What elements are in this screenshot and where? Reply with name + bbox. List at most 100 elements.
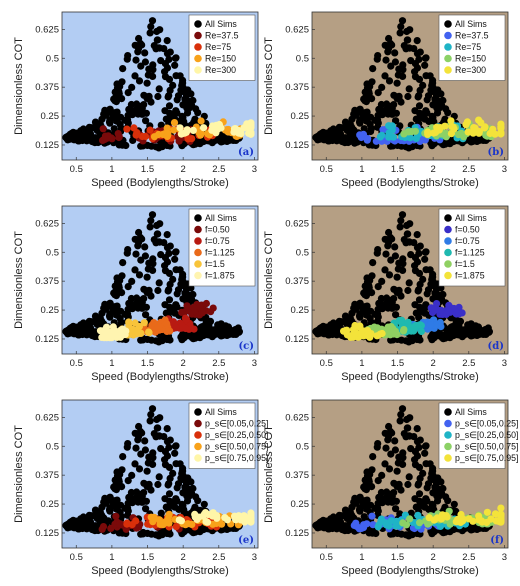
point-all-sims xyxy=(128,471,136,479)
point-all-sims xyxy=(482,328,490,336)
point-all-sims xyxy=(404,286,412,295)
point-all-sims xyxy=(388,110,396,118)
x-tick-label: 2.5 xyxy=(212,164,225,175)
point-all-sims xyxy=(324,518,332,526)
point-all-sims xyxy=(118,272,126,280)
point-series-2 xyxy=(172,523,180,531)
point-all-sims xyxy=(144,71,152,79)
point-all-sims xyxy=(154,480,162,489)
point-all-sims xyxy=(421,248,430,256)
point-all-sims xyxy=(74,130,82,138)
x-tick-label: 2.5 xyxy=(212,358,225,369)
point-all-sims xyxy=(167,498,175,506)
legend-marker xyxy=(194,419,202,428)
legend-label: f=0.50 xyxy=(455,225,480,235)
legend-label: p_s∈[0.75,0.95] xyxy=(205,453,268,463)
point-all-sims xyxy=(113,84,122,92)
point-all-sims xyxy=(430,528,438,536)
point-series-1 xyxy=(198,309,206,317)
x-axis-label: Speed (Bodylengths/Stroke) xyxy=(91,371,229,383)
point-all-sims xyxy=(373,55,381,63)
point-series-4 xyxy=(475,116,483,124)
point-all-sims xyxy=(387,62,395,70)
y-axis-label: Dimensionless COT xyxy=(13,425,25,523)
point-all-sims xyxy=(160,433,168,441)
x-tick-label: 0.5 xyxy=(70,358,83,369)
point-all-sims xyxy=(165,490,174,498)
point-all-sims xyxy=(136,427,144,436)
point-all-sims xyxy=(150,430,158,438)
point-all-sims xyxy=(406,26,414,34)
point-series-3 xyxy=(417,327,425,336)
point-series-4 xyxy=(387,323,395,331)
point-all-sims xyxy=(141,58,149,66)
point-all-sims xyxy=(126,299,134,307)
point-all-sims xyxy=(173,303,181,311)
point-series-4 xyxy=(136,329,144,337)
point-all-sims xyxy=(173,484,181,492)
y-tick-label: 0.125 xyxy=(285,334,309,345)
point-all-sims xyxy=(378,277,386,285)
point-all-sims xyxy=(402,531,410,539)
point-all-sims xyxy=(154,92,162,101)
point-all-sims xyxy=(421,503,429,511)
y-tick-label: 0.625 xyxy=(35,412,59,423)
point-all-sims xyxy=(154,286,162,295)
point-series-4 xyxy=(469,517,477,525)
y-tick-label: 0.375 xyxy=(35,82,59,93)
legend-marker xyxy=(444,442,452,451)
point-all-sims xyxy=(417,110,425,118)
point-all-sims xyxy=(415,490,424,498)
point-all-sims xyxy=(374,477,382,485)
legend-label: Re=75 xyxy=(205,42,231,52)
point-all-sims xyxy=(155,279,163,287)
y-tick-label: 0.25 xyxy=(41,305,60,316)
panel-a: 0.5 1 1.5 2 2.5 3 0.125 0.25 0.375 0.5 0.625 Speed … xyxy=(13,11,259,189)
point-all-sims xyxy=(135,77,144,85)
y-tick-label: 0.25 xyxy=(41,499,60,510)
y-tick-label: 0.25 xyxy=(291,111,310,122)
point-series-3 xyxy=(170,119,179,127)
point-all-sims xyxy=(350,110,358,118)
legend-marker xyxy=(444,431,452,439)
point-all-sims xyxy=(368,272,376,280)
y-tick-label: 0.375 xyxy=(285,470,309,481)
point-all-sims xyxy=(95,510,104,518)
x-tick-label: 3 xyxy=(252,358,257,369)
y-tick-label: 0.375 xyxy=(35,470,59,481)
point-all-sims xyxy=(369,259,377,267)
point-all-sims xyxy=(146,29,154,37)
point-series-1 xyxy=(445,308,453,316)
point-all-sims xyxy=(185,104,193,112)
point-all-sims xyxy=(132,56,140,64)
point-all-sims xyxy=(118,466,126,474)
point-all-sims xyxy=(337,520,345,528)
x-tick-label: 1 xyxy=(359,358,364,369)
point-all-sims xyxy=(119,453,127,461)
point-all-sims xyxy=(404,92,412,101)
point-all-sims xyxy=(378,471,386,479)
point-all-sims xyxy=(376,493,384,501)
point-series-4 xyxy=(486,129,494,138)
x-tick-label: 1 xyxy=(109,358,114,369)
point-all-sims xyxy=(442,493,450,501)
legend-marker xyxy=(444,237,452,245)
point-all-sims xyxy=(417,304,425,312)
point-series-4 xyxy=(200,510,208,518)
point-series-4 xyxy=(491,510,500,518)
point-all-sims xyxy=(411,262,419,270)
point-series-4 xyxy=(463,118,471,126)
point-all-sims xyxy=(324,137,332,145)
x-axis-label: Speed (Bodylengths/Stroke) xyxy=(341,565,479,577)
y-tick-label: 0.625 xyxy=(285,218,309,229)
point-all-sims xyxy=(163,37,171,45)
point-all-sims xyxy=(147,411,155,419)
point-all-sims xyxy=(167,304,175,312)
point-all-sims xyxy=(184,474,192,482)
point-all-sims xyxy=(105,506,114,514)
point-all-sims xyxy=(416,336,424,344)
point-all-sims xyxy=(177,280,185,288)
point-series-3 xyxy=(224,128,232,136)
point-all-sims xyxy=(369,453,377,461)
point-series-5 xyxy=(340,327,348,335)
